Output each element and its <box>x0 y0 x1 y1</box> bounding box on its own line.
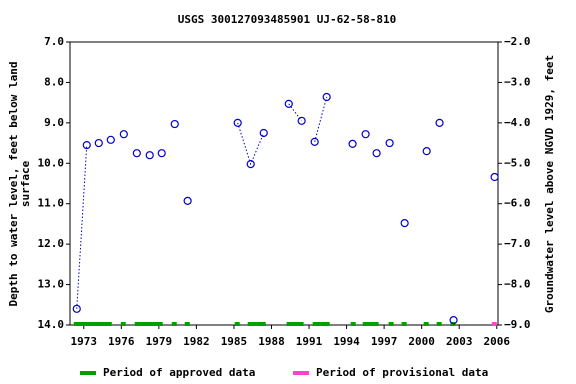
x-tick-label: 1985 <box>221 335 248 348</box>
data-point <box>72 304 81 313</box>
data-point <box>284 99 293 108</box>
period-bar <box>120 322 126 326</box>
period-bar <box>171 322 177 326</box>
period-bar <box>362 322 379 326</box>
y2-tick-label: −7.0 <box>504 237 531 250</box>
y-tick-label: 10.0 <box>38 156 65 169</box>
period-bar <box>286 322 304 326</box>
y-tick-label: 11.0 <box>38 197 65 210</box>
period-bar <box>423 322 429 326</box>
data-point <box>132 149 141 158</box>
x-tick-label: 1979 <box>146 335 173 348</box>
data-point <box>310 137 319 146</box>
y-tick-label: 12.0 <box>38 237 65 250</box>
data-point <box>449 316 458 325</box>
period-bar <box>436 322 442 326</box>
x-tick-label: 2006 <box>483 335 510 348</box>
data-point <box>297 116 306 125</box>
x-tick-label: 1997 <box>371 335 398 348</box>
data-point <box>157 149 166 158</box>
series-line <box>77 97 495 309</box>
period-bar <box>134 322 163 326</box>
y2-tick-label: −6.0 <box>504 197 531 210</box>
data-point <box>400 219 409 228</box>
y2-tick-label: −2.0 <box>504 35 531 48</box>
y-tick-label: 9.0 <box>44 116 64 129</box>
y2-tick-label: −9.0 <box>504 318 531 331</box>
data-point <box>145 151 154 160</box>
period-bar <box>184 322 190 326</box>
y2-tick-label: −5.0 <box>504 156 531 169</box>
data-point <box>119 130 128 139</box>
x-tick-label: 1973 <box>71 335 98 348</box>
plot-frame <box>69 41 499 326</box>
data-point <box>422 147 431 156</box>
data-point <box>435 118 444 127</box>
data-point <box>106 135 115 144</box>
data-point <box>322 92 331 102</box>
y-tick-label: 13.0 <box>38 278 65 291</box>
y-tick-label: 7.0 <box>44 35 64 48</box>
x-tick-label: 1994 <box>333 335 360 348</box>
period-bar <box>247 322 266 326</box>
x-tick-label: 2000 <box>408 335 435 348</box>
period-bar <box>312 322 330 326</box>
legend-label: Period of approved data <box>103 366 255 379</box>
y-axis-label: surface <box>19 160 32 207</box>
data-point <box>259 128 268 138</box>
data-point <box>183 196 192 205</box>
data-point <box>233 118 242 127</box>
period-bar <box>350 322 356 326</box>
data-point <box>385 138 394 148</box>
data-point <box>361 130 370 139</box>
data-point <box>246 159 255 169</box>
y2-tick-label: −3.0 <box>504 75 531 88</box>
y-axis-label: Depth to water level, feet below land <box>7 61 20 306</box>
x-tick-label: 1982 <box>183 335 210 348</box>
y2-tick-label: −4.0 <box>504 116 531 129</box>
x-tick-label: 1976 <box>108 335 135 348</box>
period-bar <box>234 322 240 326</box>
period-bar <box>401 322 407 326</box>
y-tick-label: 14.0 <box>38 318 65 331</box>
x-tick-label: 2003 <box>446 335 473 348</box>
y-tick-label: 8.0 <box>44 75 64 88</box>
period-bar <box>73 322 112 326</box>
data-point <box>490 172 499 182</box>
x-tick-label: 1991 <box>296 335 323 348</box>
legend-label: Period of provisional data <box>316 366 488 379</box>
data-point <box>82 140 91 150</box>
x-tick-label: 1988 <box>258 335 285 348</box>
period-bar <box>491 322 497 326</box>
y2-axis-label: Groundwater level above NGVD 1929, feet <box>543 55 556 313</box>
y2-tick-label: −8.0 <box>504 278 531 291</box>
data-point <box>372 149 381 158</box>
data-point <box>348 139 357 148</box>
data-point <box>170 119 179 129</box>
data-point <box>94 138 103 148</box>
chart-title: USGS 300127093485901 UJ-62-58-810 <box>178 13 397 26</box>
period-bar <box>388 322 394 326</box>
